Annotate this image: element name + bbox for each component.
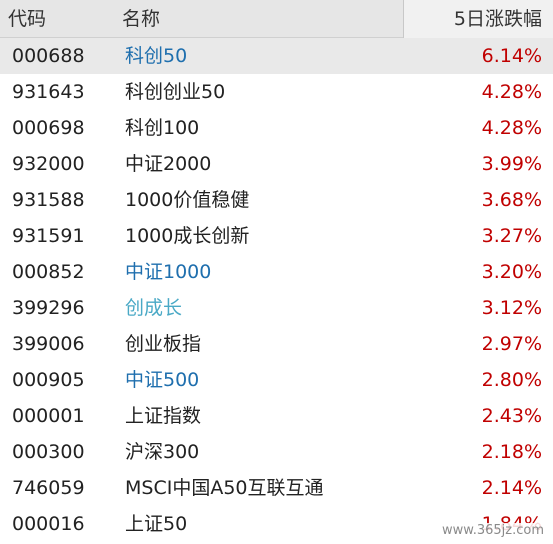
table-row[interactable]: 399296 创成长 3.12% <box>0 290 553 326</box>
change-percent: 2.18% <box>481 441 542 463</box>
table-row[interactable]: 000905 中证500 2.80% <box>0 362 553 398</box>
index-code: 000001 <box>12 405 85 427</box>
index-code: 000300 <box>12 441 85 463</box>
change-percent: 3.12% <box>481 297 542 319</box>
change-percent: 2.97% <box>481 333 542 355</box>
change-percent: 3.27% <box>481 225 542 247</box>
change-percent: 2.43% <box>481 405 542 427</box>
table-row[interactable]: 000852 中证1000 3.20% <box>0 254 553 290</box>
index-name: 中证500 <box>125 369 200 391</box>
index-name: 1000价值稳健 <box>125 189 250 211</box>
watermark: www.365jz.com <box>439 523 547 538</box>
index-name: 上证50 <box>125 513 188 535</box>
change-percent: 3.20% <box>481 261 542 283</box>
column-header[interactable]: 5日涨跌幅 <box>453 8 542 30</box>
table-row[interactable]: 000001 上证指数 2.43% <box>0 398 553 434</box>
header-row: 代码 名称 5日涨跌幅 <box>0 0 553 38</box>
index-name: 中证2000 <box>125 153 212 175</box>
change-percent: 2.80% <box>481 369 542 391</box>
index-name: 沪深300 <box>125 441 200 463</box>
column-header[interactable]: 代码 <box>8 8 47 30</box>
sort-column-header[interactable] <box>403 0 553 38</box>
index-name: 中证1000 <box>125 261 212 283</box>
table-row[interactable]: 000300 沪深300 2.18% <box>0 434 553 470</box>
table-row[interactable]: 932000 中证2000 3.99% <box>0 146 553 182</box>
change-percent: 4.28% <box>481 117 542 139</box>
index-name: MSCI中国A50互联互通 <box>125 477 324 499</box>
index-name: 科创创业50 <box>125 81 226 103</box>
index-name: 创业板指 <box>125 333 202 355</box>
change-percent: 3.99% <box>481 153 542 175</box>
index-code: 931643 <box>12 81 85 103</box>
index-code: 399006 <box>12 333 85 355</box>
table-row[interactable]: 931643 科创创业50 4.28% <box>0 74 553 110</box>
table-row[interactable]: 399006 创业板指 2.97% <box>0 326 553 362</box>
index-code: 399296 <box>12 297 85 319</box>
change-percent: 2.14% <box>481 477 542 499</box>
index-code: 000698 <box>12 117 85 139</box>
table-row[interactable]: 000698 科创100 4.28% <box>0 110 553 146</box>
index-code: 000688 <box>12 45 85 67</box>
index-code: 746059 <box>12 477 85 499</box>
table-row[interactable]: 000688 科创50 6.14% <box>0 38 553 74</box>
change-percent: 4.28% <box>481 81 542 103</box>
table-row[interactable]: 931591 1000成长创新 3.27% <box>0 218 553 254</box>
table-row[interactable]: 746059 MSCI中国A50互联互通 2.14% <box>0 470 553 506</box>
index-name: 科创50 <box>125 45 188 67</box>
change-percent: 3.68% <box>481 189 542 211</box>
index-code: 000852 <box>12 261 85 283</box>
index-name: 上证指数 <box>125 405 202 427</box>
index-name: 科创100 <box>125 117 200 139</box>
column-header[interactable]: 名称 <box>122 8 161 30</box>
index-code: 932000 <box>12 153 85 175</box>
table-row[interactable]: 931588 1000价值稳健 3.68% <box>0 182 553 218</box>
change-percent: 6.14% <box>481 45 542 67</box>
index-code: 931588 <box>12 189 85 211</box>
index-code: 000016 <box>12 513 85 535</box>
index-name: 创成长 <box>125 297 183 319</box>
index-name: 1000成长创新 <box>125 225 250 247</box>
index-code: 931591 <box>12 225 85 247</box>
index-code: 000905 <box>12 369 85 391</box>
